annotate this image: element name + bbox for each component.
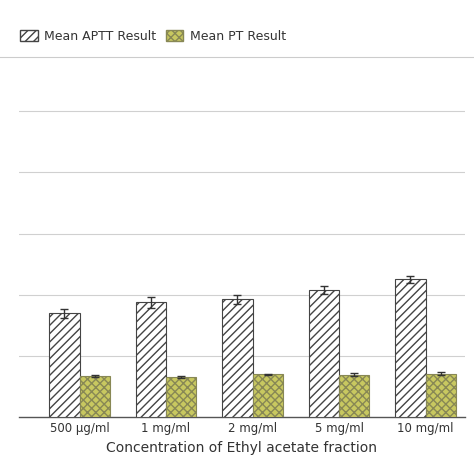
Bar (136, 302, 166, 417)
X-axis label: Concentration of Ethyl acetate fraction: Concentration of Ethyl acetate fraction (106, 440, 377, 455)
Bar (49, 313, 80, 417)
Bar (222, 300, 253, 417)
Bar (80, 376, 110, 417)
Bar (309, 290, 339, 417)
Bar (339, 375, 369, 417)
Legend: Mean APTT Result, Mean PT Result: Mean APTT Result, Mean PT Result (16, 26, 290, 47)
Bar (395, 280, 426, 417)
Bar (426, 374, 456, 417)
Bar (253, 374, 283, 417)
Bar (166, 377, 196, 417)
